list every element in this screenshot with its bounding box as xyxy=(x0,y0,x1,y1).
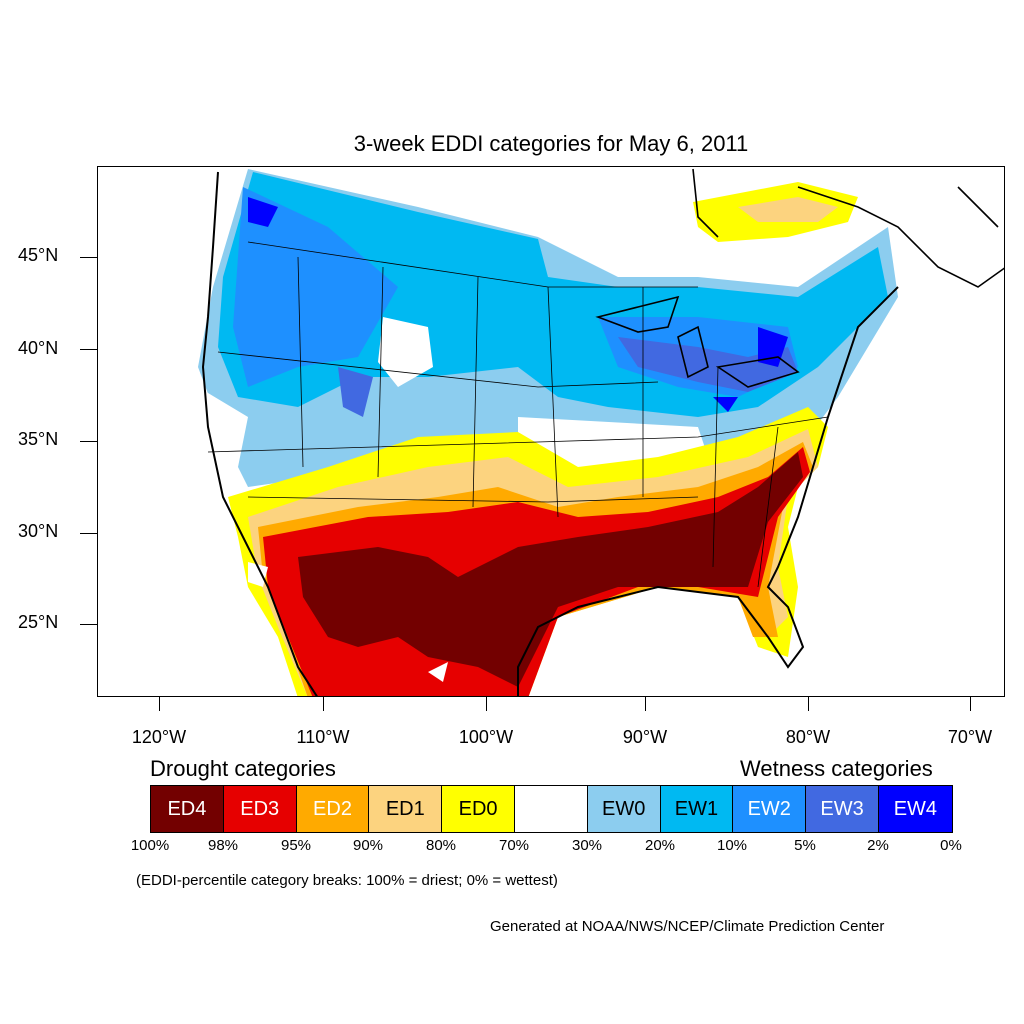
legend-label-ed0: ED0 xyxy=(458,797,498,820)
legend-label-ed2: ED2 xyxy=(313,797,352,820)
legend-swatch-ew2: EW2 xyxy=(733,786,807,832)
pct-label: 98% xyxy=(207,837,239,854)
legend-swatch-ew4: EW4 xyxy=(878,786,952,832)
lon-label-120: 120°W xyxy=(131,727,187,747)
north-gap-white xyxy=(198,317,708,467)
canada-coastline xyxy=(692,168,1004,288)
legend-swatch-normal xyxy=(514,786,588,832)
canada-dry-ed1 xyxy=(738,197,838,222)
pct-label: 0% xyxy=(940,837,962,854)
lon-label-90: 90°W xyxy=(622,727,668,747)
lat-tick-30 xyxy=(80,533,97,534)
pct-label: 90% xyxy=(352,837,384,854)
pct-label: 30% xyxy=(571,837,603,854)
eddi-map xyxy=(97,166,1005,697)
legend-swatch-ed4: ED4 xyxy=(151,786,224,832)
lat-label-25: 25°N xyxy=(18,612,59,632)
lon-tick-120 xyxy=(159,697,160,711)
legend-swatch-ed3: ED3 xyxy=(223,786,297,832)
lat-tick-25 xyxy=(80,624,97,625)
drought-heading: Drought categories xyxy=(150,756,336,781)
lat-label-45: 45°N xyxy=(18,245,59,265)
lon-label-110: 110°W xyxy=(296,727,350,747)
pct-label: 20% xyxy=(644,837,676,854)
state-boundaries xyxy=(207,241,829,588)
lon-label-80: 80°W xyxy=(785,727,831,747)
legend-swatch-ew3: EW3 xyxy=(806,786,879,832)
legend-color-bar: ED4 ED3 ED2 ED1 ED0 EW0 EW1 EW2 EW3 EW4 xyxy=(150,785,953,833)
lat-tick-45 xyxy=(80,257,97,258)
legend-label-ed3: ED3 xyxy=(240,797,280,820)
pct-label: 10% xyxy=(716,837,748,854)
lon-tick-80 xyxy=(808,697,809,711)
legend-swatch-ew0: EW0 xyxy=(587,786,661,832)
pct-label: 100% xyxy=(130,837,170,854)
map-svg xyxy=(198,168,1004,696)
lat-label-30: 30°N xyxy=(18,521,59,541)
lon-label-100: 100°W xyxy=(458,727,514,747)
wetness-heading: Wetness categories xyxy=(740,756,933,781)
pct-label: 95% xyxy=(280,837,312,854)
lon-tick-90 xyxy=(645,697,646,711)
lat-tick-35 xyxy=(80,441,97,442)
lat-label-40: 40°N xyxy=(18,338,59,358)
lon-label-70: 70°W xyxy=(947,727,993,747)
lon-tick-100 xyxy=(486,697,487,711)
map-title: 3-week EDDI categories for May 6, 2011 xyxy=(353,131,749,156)
legend-swatch-ed1: ED1 xyxy=(369,786,443,832)
legend-label-ed4: ED4 xyxy=(167,797,207,820)
lon-tick-70 xyxy=(970,697,971,711)
pct-label: 70% xyxy=(498,837,530,854)
lon-tick-110 xyxy=(323,697,324,711)
drought-ed4 xyxy=(298,452,803,687)
lat-tick-40 xyxy=(80,349,97,350)
pct-label: 80% xyxy=(425,837,457,854)
great-lakes xyxy=(595,295,800,388)
legend-swatch-ew1: EW1 xyxy=(660,786,734,832)
legend-label-ew1: EW1 xyxy=(674,797,719,820)
legend-label-ed1: ED1 xyxy=(385,797,425,820)
legend-label-ew2: EW2 xyxy=(747,797,791,820)
legend-label-ew3: EW3 xyxy=(820,797,864,820)
legend-label-ew0: EW0 xyxy=(602,797,646,820)
credit-line: Generated at NOAA/NWS/NCEP/Climate Predi… xyxy=(490,918,885,935)
legend-swatch-ed0: ED0 xyxy=(442,786,515,832)
lat-label-35: 35°N xyxy=(18,429,59,449)
legend-label-ew4: EW4 xyxy=(893,797,938,820)
category-note: (EDDI-percentile category breaks: 100% =… xyxy=(136,872,558,889)
us-coastline xyxy=(201,171,899,696)
pct-label: 5% xyxy=(794,837,816,854)
pct-label: 2% xyxy=(867,837,889,854)
legend-swatch-ed2: ED2 xyxy=(296,786,370,832)
